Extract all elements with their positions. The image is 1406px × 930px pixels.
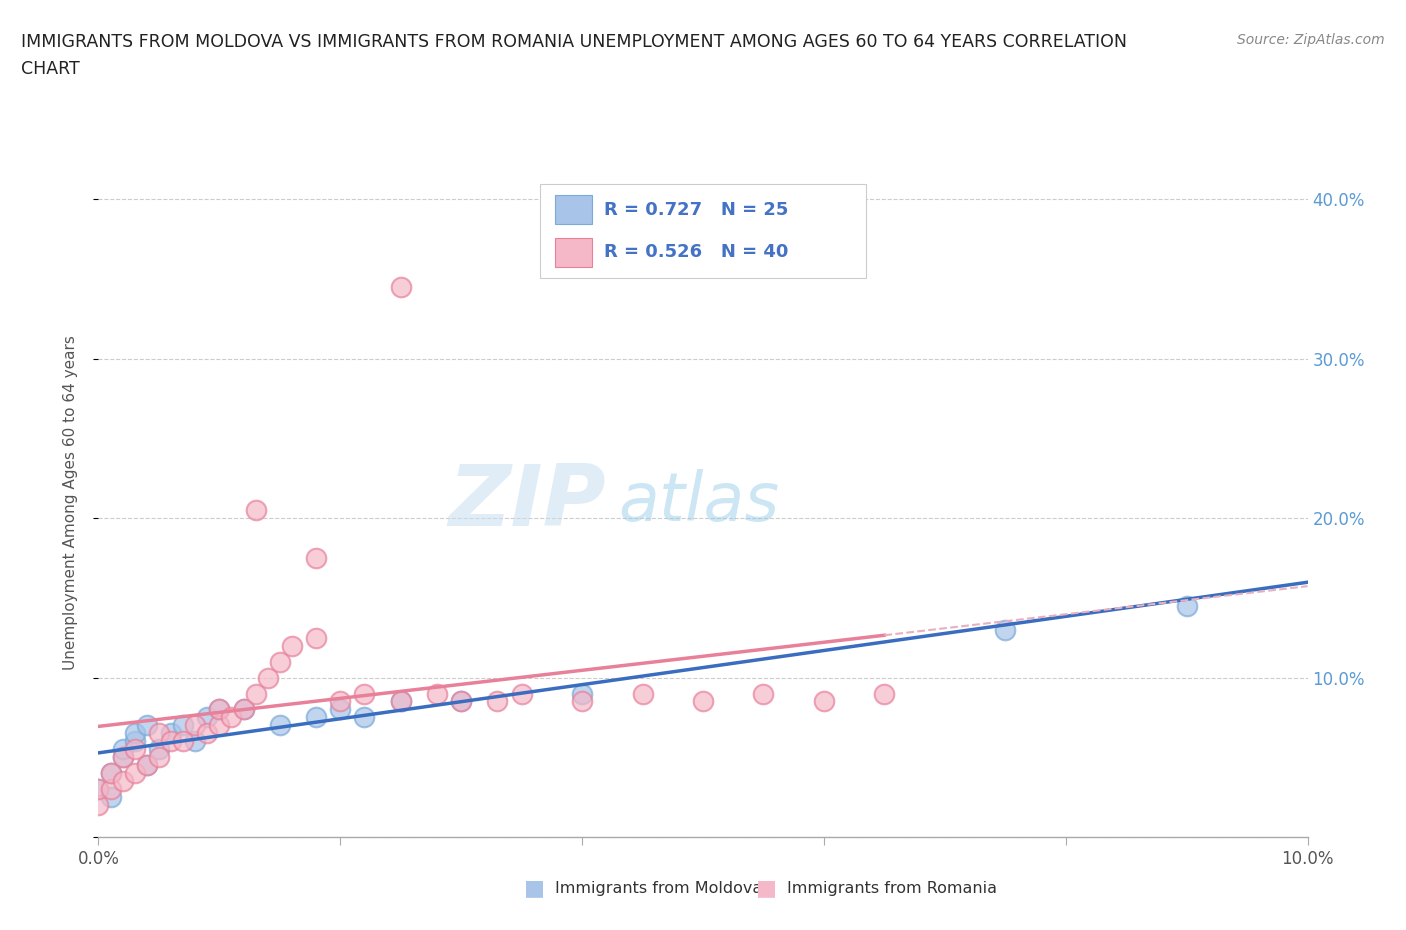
Point: [510, 686, 533, 701]
Point: [305, 710, 328, 724]
Point: [389, 694, 412, 709]
Point: [124, 742, 146, 757]
Point: [692, 694, 714, 709]
Point: [148, 750, 170, 764]
Point: [269, 654, 291, 669]
Point: [1175, 598, 1198, 613]
Text: ZIP: ZIP: [449, 460, 606, 544]
Point: [184, 718, 207, 733]
Point: [281, 638, 304, 653]
Point: [631, 686, 654, 701]
Point: [389, 694, 412, 709]
Point: [100, 782, 122, 797]
Point: [571, 694, 593, 709]
Point: [389, 280, 412, 295]
Point: [148, 742, 170, 757]
Point: [305, 631, 328, 645]
Point: [486, 694, 509, 709]
Point: [111, 750, 134, 764]
Point: [752, 686, 775, 701]
Point: [160, 726, 183, 741]
Point: [329, 694, 352, 709]
Point: [208, 702, 231, 717]
FancyBboxPatch shape: [540, 184, 866, 278]
Point: [172, 718, 194, 733]
Point: [100, 765, 122, 780]
Text: R = 0.727   N = 25: R = 0.727 N = 25: [603, 201, 789, 219]
FancyBboxPatch shape: [555, 195, 592, 223]
Point: [426, 686, 449, 701]
Point: [195, 710, 218, 724]
Point: [450, 694, 472, 709]
Point: [813, 694, 835, 709]
Point: [873, 686, 896, 701]
Y-axis label: Unemployment Among Ages 60 to 64 years: Unemployment Among Ages 60 to 64 years: [63, 335, 77, 670]
Text: atlas: atlas: [619, 470, 779, 535]
Point: [232, 702, 254, 717]
Point: [305, 551, 328, 565]
Point: [353, 710, 375, 724]
Point: [111, 750, 134, 764]
FancyBboxPatch shape: [555, 238, 592, 267]
Point: [100, 790, 122, 804]
Point: [124, 734, 146, 749]
Point: [269, 718, 291, 733]
Point: [135, 758, 157, 773]
Point: [111, 742, 134, 757]
Point: [184, 734, 207, 749]
Point: [353, 686, 375, 701]
Point: [208, 702, 231, 717]
Point: [87, 782, 110, 797]
Point: [100, 765, 122, 780]
Point: [124, 726, 146, 741]
Point: [135, 718, 157, 733]
Point: [87, 798, 110, 813]
Point: [221, 710, 243, 724]
Point: [245, 503, 267, 518]
Point: [148, 726, 170, 741]
Point: [87, 782, 110, 797]
Text: IMMIGRANTS FROM MOLDOVA VS IMMIGRANTS FROM ROMANIA UNEMPLOYMENT AMONG AGES 60 TO: IMMIGRANTS FROM MOLDOVA VS IMMIGRANTS FR…: [21, 33, 1128, 50]
Text: R = 0.526   N = 40: R = 0.526 N = 40: [603, 244, 789, 261]
Point: [450, 694, 472, 709]
Text: ■: ■: [524, 878, 544, 898]
Text: Source: ZipAtlas.com: Source: ZipAtlas.com: [1237, 33, 1385, 46]
Point: [329, 702, 352, 717]
Point: [195, 726, 218, 741]
Point: [571, 686, 593, 701]
Point: [124, 765, 146, 780]
Point: [160, 734, 183, 749]
Point: [256, 671, 278, 685]
Point: [232, 702, 254, 717]
Text: Immigrants from Moldova: Immigrants from Moldova: [555, 881, 762, 896]
Point: [172, 734, 194, 749]
Text: ■: ■: [756, 878, 776, 898]
Point: [994, 622, 1017, 637]
Point: [245, 686, 267, 701]
Point: [208, 718, 231, 733]
Point: [135, 758, 157, 773]
Text: Immigrants from Romania: Immigrants from Romania: [787, 881, 997, 896]
Point: [111, 774, 134, 789]
Text: CHART: CHART: [21, 60, 80, 78]
